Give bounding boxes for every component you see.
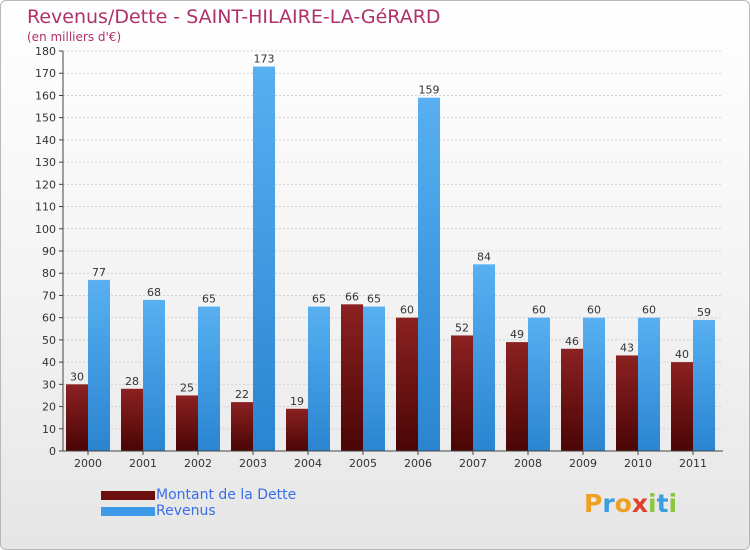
y-tick-label: 50 (42, 334, 56, 347)
bar-revenue (253, 66, 275, 452)
logo-letter: P (584, 489, 603, 518)
data-label-revenue: 84 (477, 250, 491, 263)
y-tick-label: 10 (42, 423, 56, 436)
data-label-debt: 60 (400, 304, 414, 317)
logo-letter: x (631, 489, 648, 518)
data-label-debt: 28 (125, 375, 139, 388)
bar-debt (616, 355, 638, 451)
logo-letter: r (602, 489, 615, 518)
chart-subtitle: (en milliers d'€) (27, 30, 122, 44)
data-label-revenue: 77 (92, 266, 106, 279)
y-tick-label: 60 (42, 312, 56, 325)
y-tick-label: 170 (35, 67, 56, 80)
x-tick-label: 2005 (349, 457, 377, 470)
x-tick-label: 2006 (404, 457, 432, 470)
legend-swatch-revenue (101, 507, 155, 516)
bar-debt (671, 362, 693, 451)
grid-lines (63, 50, 723, 430)
y-tick-label: 130 (35, 156, 56, 169)
bar-revenue (363, 306, 385, 451)
bar-revenue (473, 264, 495, 451)
y-tick-label: 80 (42, 267, 56, 280)
data-label-debt: 25 (180, 381, 194, 394)
data-label-debt: 19 (290, 395, 304, 408)
bar-debt (121, 388, 143, 451)
proxiti-logo: Proxiti (584, 489, 677, 518)
chart-title: Revenus/Dette - SAINT-HILAIRE-LA-GéRARD (27, 6, 441, 28)
data-label-debt: 66 (345, 290, 359, 303)
data-label-revenue: 60 (587, 304, 601, 317)
bar-revenue (583, 317, 605, 451)
y-tick-label: 150 (35, 112, 56, 125)
x-tick-label: 2008 (514, 457, 542, 470)
y-tick-label: 180 (35, 45, 56, 58)
y-tick-label: 20 (42, 401, 56, 414)
bar-revenue (693, 319, 715, 451)
data-label-revenue: 60 (532, 304, 546, 317)
bar-debt (341, 304, 363, 451)
y-tick-label: 140 (35, 134, 56, 147)
data-label-debt: 52 (455, 321, 469, 334)
y-tick-label: 40 (42, 356, 56, 369)
x-tick-label: 2011 (679, 457, 707, 470)
data-label-debt: 30 (70, 370, 84, 383)
y-tick-label: 30 (42, 378, 56, 391)
y-tick-label: 70 (42, 289, 56, 302)
axes: 0 10 20 30 40 50 60 70 80 90 100 110 120 130 140 150 160… (35, 45, 723, 470)
bar-revenue (88, 279, 110, 451)
x-tick-label: 2007 (459, 457, 487, 470)
x-tick-label: 2003 (239, 457, 267, 470)
x-tick-label: 2002 (184, 457, 212, 470)
y-tick-label: 160 (35, 89, 56, 102)
x-tick-label: 2004 (294, 457, 322, 470)
x-tick-label: 2000 (74, 457, 102, 470)
bars: 30 77 28 68 25 65 22 173 19 65 66 65 60 159 52 84 49 60 46… (66, 53, 715, 452)
legend-label-debt: Montant de la Dette (156, 487, 297, 503)
bar-revenue (638, 317, 660, 451)
x-tick-label: 2010 (624, 457, 652, 470)
bar-debt (506, 342, 528, 451)
bar-debt (286, 408, 308, 451)
data-label-debt: 40 (675, 348, 689, 361)
bar-revenue (308, 306, 330, 451)
data-label-debt: 46 (565, 335, 579, 348)
bar-debt (396, 317, 418, 451)
bar-revenue (528, 317, 550, 451)
data-label-debt: 49 (510, 328, 524, 341)
legend-swatch-debt (101, 491, 155, 500)
data-label-debt: 43 (620, 341, 634, 354)
bar-revenue (418, 97, 440, 452)
y-tick-label: 110 (35, 201, 56, 214)
data-label-revenue: 59 (697, 306, 711, 319)
data-label-revenue: 159 (419, 84, 440, 97)
y-tick-label: 0 (49, 445, 56, 458)
bar-revenue (198, 306, 220, 451)
data-label-revenue: 68 (147, 286, 161, 299)
logo-letter: i (648, 489, 657, 518)
bar-debt (176, 395, 198, 451)
data-label-revenue: 173 (254, 53, 275, 66)
x-tick-label: 2009 (569, 457, 597, 470)
data-label-revenue: 65 (312, 293, 326, 306)
bar-debt (66, 384, 88, 451)
bar-debt (561, 348, 583, 451)
data-label-revenue: 65 (202, 293, 216, 306)
logo-letter: i (668, 489, 678, 518)
logo-letter: o (614, 489, 632, 518)
y-tick-label: 90 (42, 245, 56, 258)
data-label-debt: 22 (235, 388, 249, 401)
data-label-revenue: 60 (642, 304, 656, 317)
bar-revenue (143, 299, 165, 451)
y-tick-label: 120 (35, 178, 56, 191)
bar-debt (231, 402, 253, 451)
logo-letter: t (656, 489, 669, 518)
data-label-revenue: 65 (367, 293, 381, 306)
y-tick-label: 100 (35, 223, 56, 236)
bar-debt (451, 335, 473, 451)
legend-label-revenue: Revenus (156, 503, 216, 519)
x-tick-label: 2001 (129, 457, 157, 470)
